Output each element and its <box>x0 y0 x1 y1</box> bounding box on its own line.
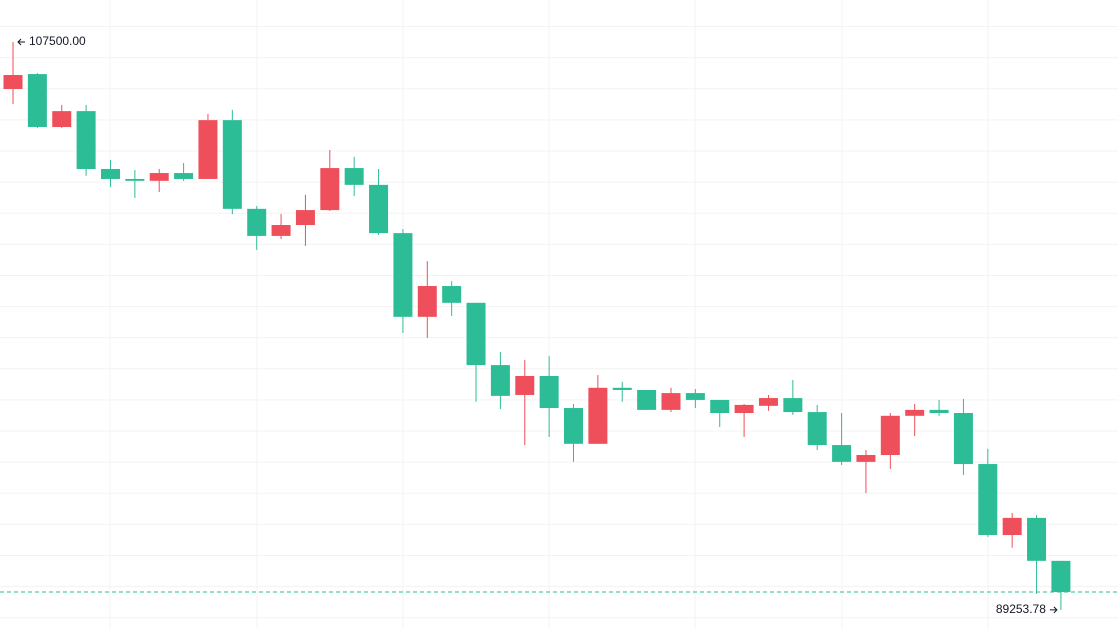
candle-body <box>320 168 340 211</box>
candle <box>515 360 535 446</box>
candle <box>125 169 145 198</box>
candle-body <box>271 225 291 236</box>
candle <box>320 150 340 212</box>
candle <box>661 387 681 413</box>
candle-body <box>100 168 120 179</box>
candle <box>490 352 510 409</box>
candle-body <box>710 399 730 414</box>
candle-body <box>490 365 510 396</box>
candle <box>295 194 315 246</box>
candle-body <box>758 398 778 406</box>
arrow <box>17 38 25 46</box>
candle-body <box>832 445 852 462</box>
candle <box>100 159 120 188</box>
candle-body <box>588 387 608 444</box>
candle-body <box>734 404 754 414</box>
candle <box>539 356 559 437</box>
candle-body <box>1027 517 1047 561</box>
candle <box>27 73 47 128</box>
candle <box>880 413 900 470</box>
candle <box>685 389 705 409</box>
candle-body <box>978 464 998 536</box>
candle <box>637 389 657 410</box>
candle <box>466 302 486 402</box>
candle-body <box>953 413 973 465</box>
candle-body <box>1002 517 1022 536</box>
candle <box>198 113 218 179</box>
candle-body <box>149 173 169 181</box>
candle <box>393 229 413 334</box>
candle <box>905 403 925 437</box>
high-label: 107500.00 <box>29 34 86 48</box>
candle-body <box>125 178 145 181</box>
candle-body <box>222 120 242 209</box>
candle <box>856 450 876 493</box>
candle-body <box>856 455 876 462</box>
low-label: 89253.78 <box>996 602 1046 616</box>
candle-body <box>612 387 632 390</box>
candle-body <box>783 398 803 413</box>
candle <box>76 104 96 176</box>
candle-body <box>807 412 827 446</box>
candle-body <box>515 375 535 395</box>
candle <box>1002 512 1022 548</box>
candle <box>564 403 584 462</box>
candle <box>369 168 389 235</box>
vertical-grid <box>109 0 989 629</box>
candle <box>588 375 608 444</box>
candle-body <box>880 415 900 456</box>
candle-body <box>685 393 705 400</box>
candle <box>174 163 194 181</box>
candle <box>344 156 364 197</box>
candle-body <box>929 409 949 414</box>
candle <box>442 281 462 316</box>
candle-body <box>76 111 96 169</box>
candle <box>953 398 973 475</box>
candle <box>612 381 632 402</box>
candle <box>832 413 852 465</box>
candle-body <box>417 286 437 317</box>
candle-body <box>905 409 925 416</box>
candle <box>1027 515 1047 594</box>
candle <box>417 261 437 338</box>
candle <box>247 206 267 250</box>
candle-body <box>52 111 72 127</box>
candle <box>52 104 72 128</box>
candle <box>978 448 998 537</box>
candle-body <box>466 302 486 366</box>
candle <box>271 214 291 240</box>
candle <box>710 399 730 428</box>
candle <box>1051 560 1071 610</box>
candle <box>3 42 23 104</box>
candle <box>929 399 949 416</box>
candle <box>222 109 242 215</box>
candle <box>734 403 754 437</box>
candle-body <box>442 286 462 303</box>
candle-body <box>637 389 657 410</box>
candle-body <box>369 184 389 234</box>
candle-body <box>198 120 218 179</box>
candle-body <box>1051 560 1071 592</box>
candle-body <box>539 375 559 409</box>
candle <box>783 380 803 415</box>
candle-body <box>393 233 413 317</box>
candle-body <box>661 393 681 410</box>
candle <box>807 404 827 451</box>
candle <box>149 168 169 193</box>
candle-body <box>174 173 194 179</box>
candle-body <box>344 168 364 185</box>
candle-body <box>564 408 584 444</box>
candle-body <box>27 74 47 127</box>
arrow <box>1049 606 1058 614</box>
candle-body <box>247 208 267 236</box>
candle <box>758 394 778 411</box>
candle-body <box>3 75 23 90</box>
candle-body <box>295 210 315 226</box>
